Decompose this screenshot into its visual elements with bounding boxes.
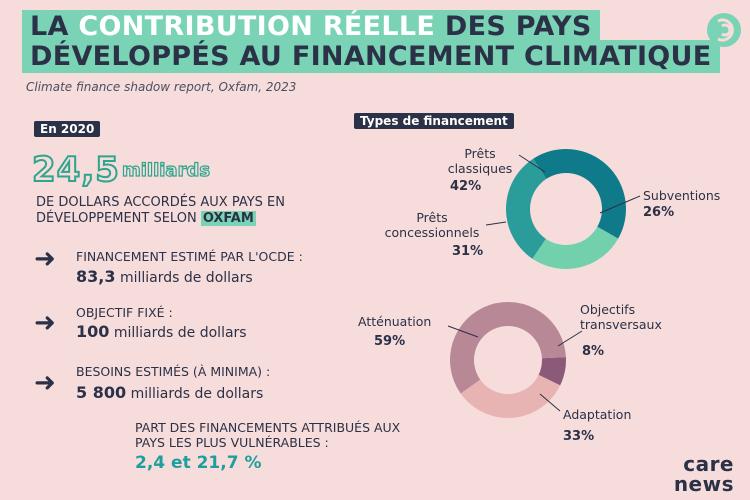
slice-label-attenuation: Atténuation (358, 314, 432, 329)
title-line-2-text: développés au financement climatique (30, 41, 712, 72)
leader-line-0-1 (599, 195, 641, 214)
types-tag: Types de financement (354, 113, 514, 129)
leader-line-1-0 (557, 330, 583, 347)
slice-pct-objectifs-transversaux: 8% (582, 344, 605, 359)
slice-label-objectifs-transversaux: Objectifs transversaux (580, 302, 662, 332)
donut-slice-1-1 (460, 374, 561, 418)
title-part-1: La (30, 11, 79, 42)
slice-label-prets-concessionnels: Prêts concessionnels (384, 210, 480, 240)
title-highlight: contribution réelle (78, 11, 436, 42)
description-text: de dollars accordés aux pays en développ… (36, 195, 285, 226)
vulnerable-label: Part des financements attribués aux pays… (135, 420, 401, 450)
leader-line-0-0 (518, 154, 546, 173)
subtitle: Climate finance shadow report, Oxfam, 20… (26, 80, 297, 94)
arrow-icon: ➜ (34, 308, 56, 338)
item-value-needs: 5 800 milliards de dollars (76, 383, 264, 402)
item-label-oecd: Financement estimé par l'OCDE : (76, 249, 303, 264)
description: de dollars accordés aux pays en développ… (36, 195, 336, 227)
item-value-goal: 100 milliards de dollars (76, 322, 247, 341)
slice-label-adaptation: Adaptation (563, 407, 632, 422)
slice-label-prets-classiques: Prêts classiques (447, 146, 513, 176)
leader-line-0-2 (485, 221, 507, 226)
logo-news: news (673, 472, 734, 496)
slice-pct-prets-classiques: 42% (450, 179, 482, 194)
item-label-goal: Objectif fixé : (76, 305, 173, 320)
item-label-needs: Besoins estimés (à minima) : (76, 364, 271, 379)
donut-slice-0-0 (533, 149, 627, 239)
donut-slice-0-1 (532, 226, 619, 269)
big-unit: milliards (121, 159, 211, 181)
vulnerable-value: 2,4 et 21,7 % (135, 453, 262, 473)
year-tag: En 2020 (34, 121, 101, 137)
leader-line-1-1 (539, 393, 561, 412)
arrow-icon: ➜ (34, 368, 56, 398)
title-line-1: La contribution réelle des pays (22, 10, 600, 43)
donut-slice-0-2 (506, 158, 547, 259)
slice-label-subventions: Subventions (643, 188, 721, 203)
big-number: 24,5 (31, 150, 120, 190)
item-value-oecd: 83,3 milliards de dollars (76, 267, 253, 286)
arrow-icon: ➜ (34, 244, 56, 274)
logo-care: care (683, 452, 734, 476)
slice-pct-subventions: 26% (643, 205, 675, 220)
title-part-2: des pays (435, 11, 592, 42)
oxfam-brand: Oxfam (200, 211, 256, 226)
leader-line-1-2 (447, 325, 479, 338)
slice-pct-adaptation: 33% (563, 429, 595, 444)
slice-pct-attenuation: 59% (374, 334, 406, 349)
slice-pct-prets-concessionnels: 31% (452, 244, 484, 259)
title-line-2: développés au financement climatique (22, 40, 720, 73)
donut-slice-1-2 (450, 302, 566, 394)
donut-slice-1-0 (538, 357, 566, 386)
